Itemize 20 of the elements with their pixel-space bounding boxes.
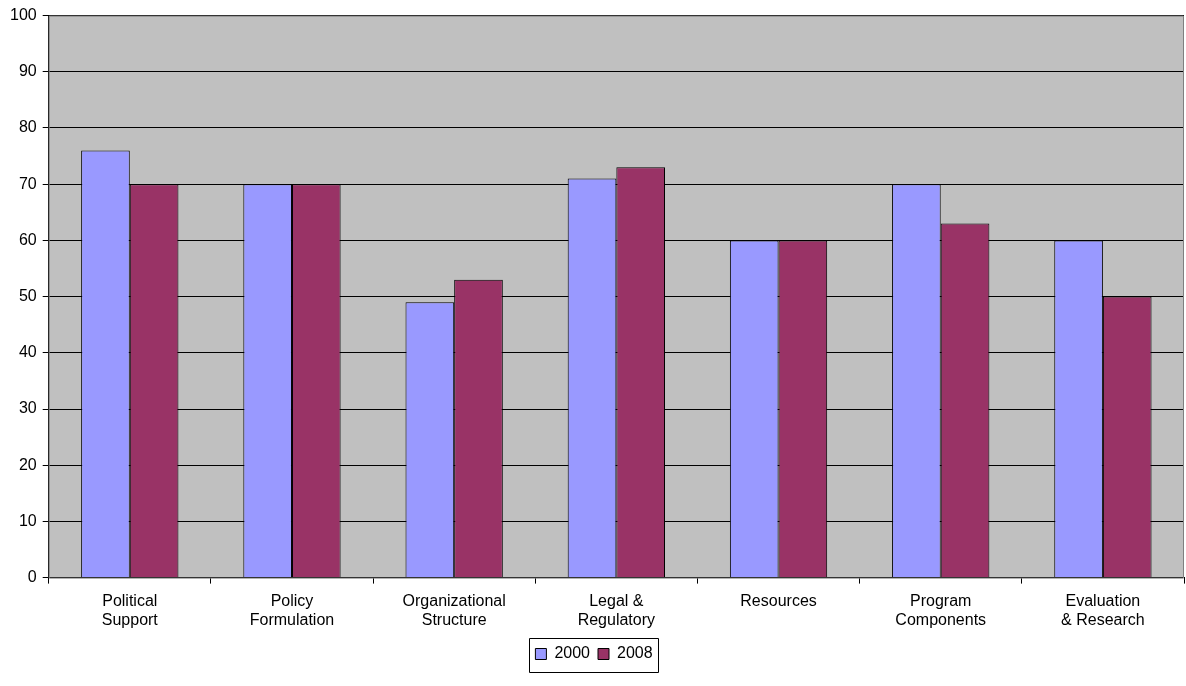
y-tick-label: 90 xyxy=(18,62,37,80)
y-tick-label: 30 xyxy=(18,399,37,417)
y-tick-label: 80 xyxy=(18,118,37,136)
y-tick-label: 40 xyxy=(18,343,37,361)
x-tick-label: Policy Formulation xyxy=(249,591,335,628)
legend-label: 2000 xyxy=(554,644,591,662)
y-tick-label: 70 xyxy=(18,174,37,192)
y-tick-label: 10 xyxy=(18,511,37,529)
x-tick-label: Organizational Structure xyxy=(402,591,506,628)
y-tick-label: 60 xyxy=(18,230,37,248)
x-tick-label: Program Components xyxy=(895,591,987,628)
legend-label: 2008 xyxy=(617,644,653,662)
y-tick-label: 20 xyxy=(18,455,37,473)
x-tick-label: Evaluation & Research xyxy=(1061,591,1145,628)
x-tick-label: Political Support xyxy=(101,591,159,628)
x-tick-label: Legal & Regulatory xyxy=(577,591,656,628)
y-tick-label: 0 xyxy=(27,568,37,586)
y-tick-label: 100 xyxy=(9,6,37,24)
y-tick-label: 50 xyxy=(18,287,37,305)
x-tick-label: Resources xyxy=(740,591,817,609)
